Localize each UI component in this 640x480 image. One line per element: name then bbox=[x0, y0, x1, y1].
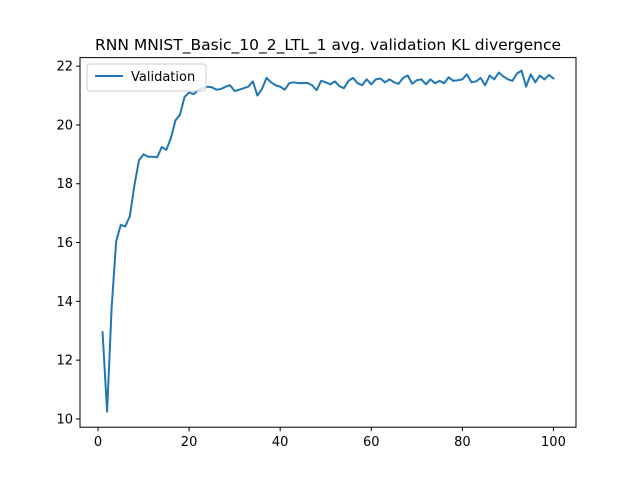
x-tick-label: 40 bbox=[272, 435, 289, 450]
series-line-0 bbox=[101, 69, 555, 413]
chart-title: RNN MNIST_Basic_10_2_LTL_1 avg. validati… bbox=[95, 36, 561, 55]
legend-label: Validation bbox=[131, 70, 195, 85]
x-tick-label: 100 bbox=[541, 435, 566, 450]
x-tick-label: 0 bbox=[94, 435, 102, 450]
legend-box bbox=[86, 63, 207, 92]
x-tick-label: 80 bbox=[454, 435, 471, 450]
y-tick-label: 12 bbox=[56, 354, 73, 369]
x-tick-label: 20 bbox=[181, 435, 198, 450]
y-tick-label: 20 bbox=[56, 118, 73, 133]
y-tick-label: 22 bbox=[56, 60, 73, 75]
y-tick-label: 16 bbox=[56, 236, 73, 251]
legend: Validation bbox=[86, 63, 207, 92]
y-tick-label: 14 bbox=[56, 295, 73, 310]
y-tick-label: 18 bbox=[56, 177, 73, 192]
y-tick-label: 10 bbox=[56, 412, 73, 427]
x-tick-label: 60 bbox=[363, 435, 380, 450]
